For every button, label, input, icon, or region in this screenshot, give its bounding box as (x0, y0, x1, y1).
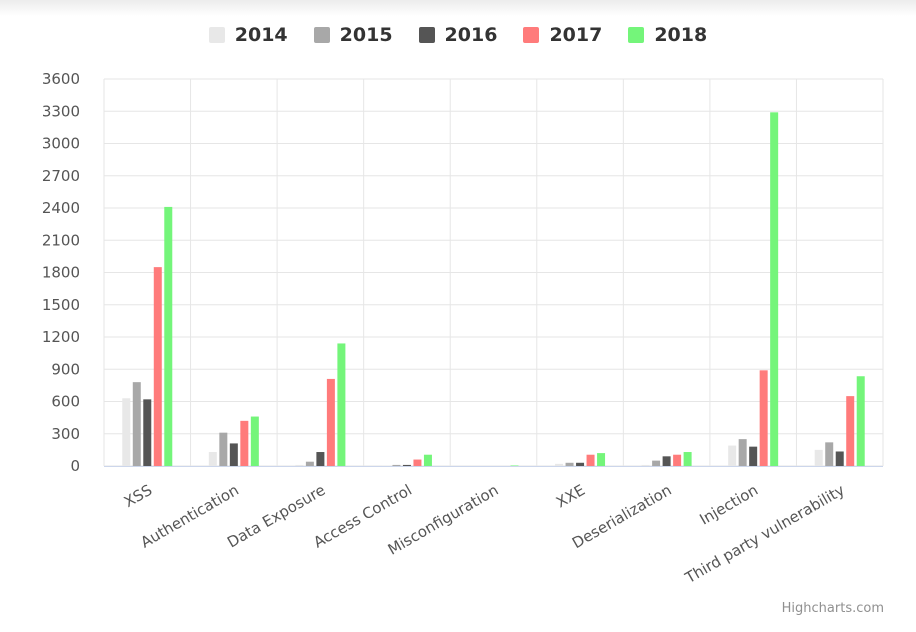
bar-2015[interactable] (652, 460, 661, 466)
bar-2016[interactable] (229, 443, 238, 466)
legend-label: 2015 (339, 24, 393, 46)
legend-label: 2017 (549, 24, 603, 46)
legend-label: 2018 (654, 24, 708, 46)
chart-legend: 2014 2015 2016 2017 2018 (0, 18, 916, 52)
bar-2016[interactable] (316, 452, 325, 466)
bar-2018[interactable] (856, 376, 865, 466)
y-tick-label: 1500 (42, 296, 80, 314)
legend-swatch (208, 27, 225, 43)
x-category-label: XSS (121, 481, 155, 511)
legend-label: 2014 (234, 24, 288, 46)
bar-2017[interactable] (326, 378, 335, 466)
legend-swatch (313, 27, 330, 43)
bar-2014[interactable] (381, 465, 390, 466)
bar-2017[interactable] (240, 420, 249, 466)
bar-2015[interactable] (565, 462, 574, 466)
x-category-label: Injection (696, 481, 761, 529)
bar-2014[interactable] (728, 445, 737, 466)
bar-2014[interactable] (295, 464, 304, 466)
bar-2017[interactable] (413, 459, 422, 466)
y-tick-label: 3000 (42, 135, 80, 153)
bar-2016[interactable] (576, 462, 585, 466)
bar-2017[interactable] (759, 370, 768, 466)
bar-2018[interactable] (597, 453, 606, 466)
x-category-label: Third party vulnerability (681, 481, 848, 588)
bar-2014[interactable] (814, 449, 823, 466)
credits-link[interactable]: Highcharts.com (781, 601, 884, 616)
bar-2014[interactable] (555, 463, 564, 466)
y-axis: 0 300 600 900 1200 1500 1800 2100 2400 2700 3000 33… (42, 70, 80, 475)
bar-2015[interactable] (738, 439, 747, 466)
bar-2014[interactable] (122, 398, 131, 466)
bar-2018[interactable] (683, 452, 692, 466)
y-tick-label: 1800 (42, 264, 80, 282)
bar-2018[interactable] (337, 343, 346, 466)
bar-2014[interactable] (641, 464, 650, 466)
legend-item-2016[interactable]: 2016 (418, 24, 498, 46)
bar-2017[interactable] (153, 267, 162, 466)
bar-2018[interactable] (250, 416, 259, 466)
bar-2018[interactable] (164, 206, 173, 467)
y-tick-label: 2400 (42, 199, 80, 217)
bar-2016[interactable] (835, 451, 844, 466)
bar-2017[interactable] (586, 454, 595, 466)
y-tick-label: 3300 (42, 102, 80, 120)
legend-label: 2016 (444, 24, 498, 46)
bar-2014[interactable] (208, 452, 217, 466)
bar-2015[interactable] (219, 432, 228, 466)
bar-2018[interactable] (770, 112, 779, 466)
y-tick-label: 900 (51, 360, 80, 378)
bar-2015[interactable] (132, 382, 141, 466)
bar-2017[interactable] (846, 396, 855, 466)
bar-2016[interactable] (143, 399, 152, 466)
legend-item-2015[interactable]: 2015 (313, 24, 393, 46)
bar-2018[interactable] (423, 454, 432, 466)
bar-series (122, 112, 865, 467)
legend-swatch (418, 27, 435, 43)
grid-lines (103, 78, 884, 467)
bar-2018[interactable] (510, 465, 519, 466)
legend-item-2018[interactable]: 2018 (628, 24, 707, 46)
y-tick-label: 0 (70, 457, 80, 475)
legend-item-2014[interactable]: 2014 (208, 24, 288, 46)
x-category-label: XXE (553, 481, 588, 512)
legend-swatch (628, 27, 645, 43)
chart-top-bar (0, 0, 916, 16)
bar-2016[interactable] (662, 456, 671, 466)
bar-2016[interactable] (749, 446, 758, 466)
bar-2015[interactable] (392, 464, 401, 466)
legend-item-2017[interactable]: 2017 (523, 24, 602, 46)
bar-2015[interactable] (825, 442, 834, 466)
y-tick-label: 1200 (42, 328, 80, 346)
bar-2016[interactable] (402, 464, 411, 466)
bar-2017[interactable] (673, 454, 682, 466)
legend-swatch (523, 27, 540, 43)
y-tick-label: 300 (51, 425, 80, 443)
y-tick-label: 3600 (42, 70, 80, 88)
y-tick-label: 2700 (42, 167, 80, 185)
y-tick-label: 2100 (42, 231, 80, 249)
y-tick-label: 600 (51, 393, 80, 411)
bar-2015[interactable] (305, 461, 314, 466)
